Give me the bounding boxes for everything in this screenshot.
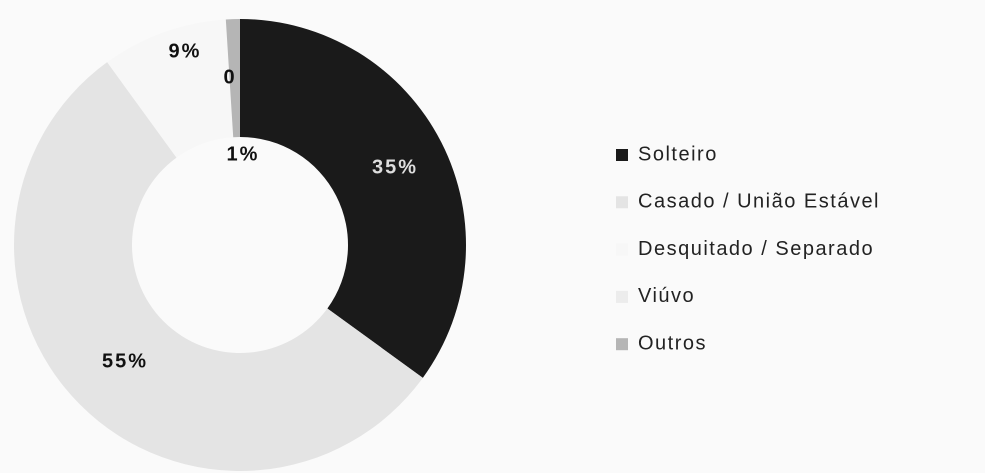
donut-segment [240, 19, 466, 378]
legend-marker [616, 243, 628, 256]
data-label: 35% [372, 156, 418, 178]
legend-marker [616, 149, 628, 161]
donut-segment [107, 19, 234, 158]
donut-segment [225, 19, 240, 138]
legend-label: Viúvo [638, 285, 695, 307]
legend-label: Outros [638, 332, 707, 354]
donut-segment [13, 62, 423, 472]
data-label: 9% [169, 40, 202, 62]
legend-label: Casado / União Estável [638, 191, 880, 213]
legend-marker [616, 290, 628, 303]
legend-label: Desquitado / Separado [638, 238, 874, 260]
legend-label: Solteiro [638, 143, 718, 165]
legend-marker [616, 196, 628, 209]
data-label: 0 [223, 66, 236, 88]
legend-marker [616, 338, 628, 351]
data-label: 1% [227, 143, 260, 165]
data-label: 55% [102, 350, 148, 372]
